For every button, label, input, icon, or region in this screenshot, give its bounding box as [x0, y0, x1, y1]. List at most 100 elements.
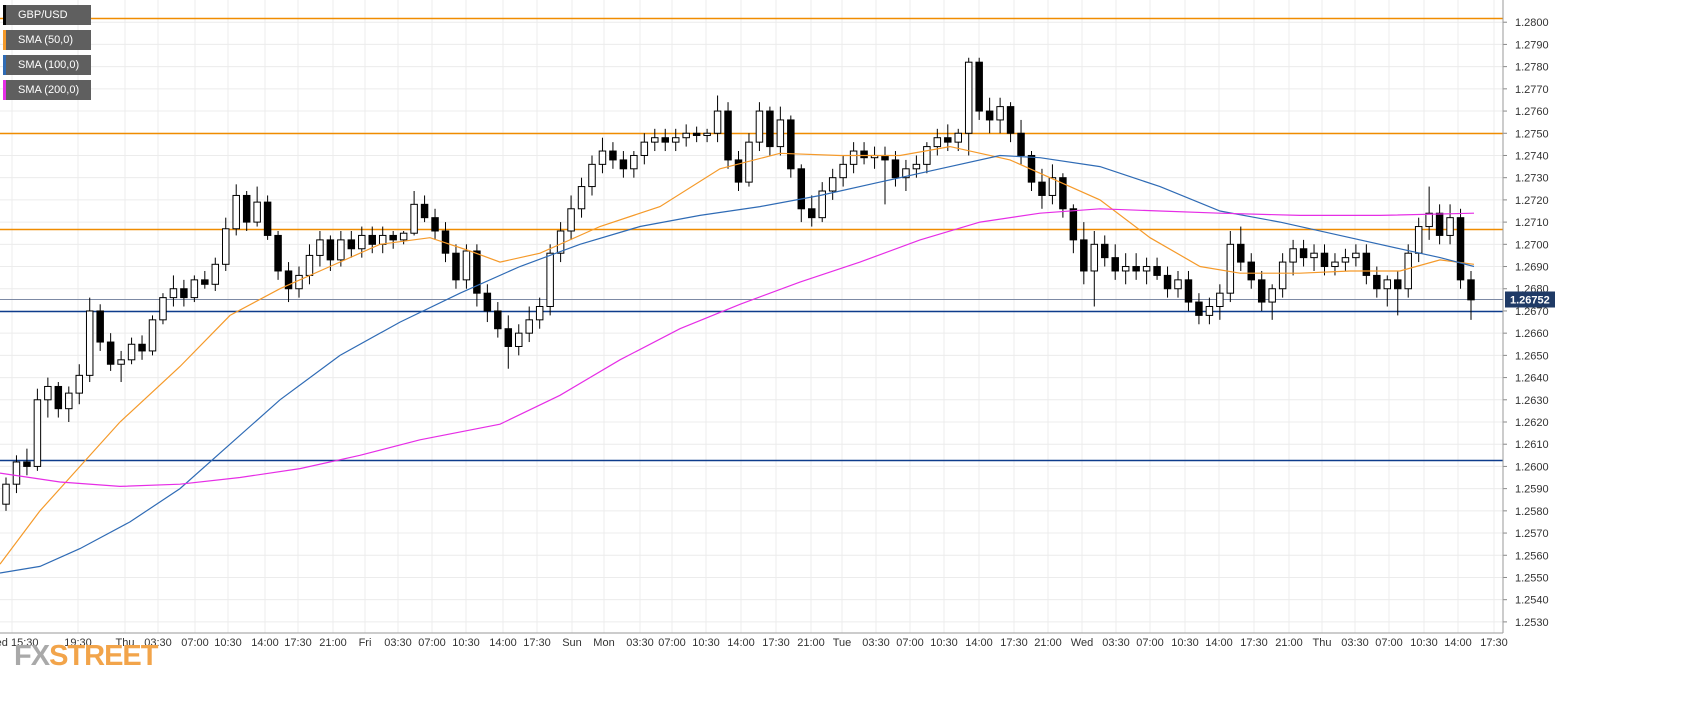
price-tag-box — [1505, 291, 1555, 308]
candle — [65, 386, 73, 422]
candle-body — [44, 385, 52, 401]
candle-body — [399, 232, 408, 241]
candle — [996, 97, 1004, 134]
candle — [201, 270, 209, 289]
candle-body — [263, 201, 272, 236]
candle-body — [106, 341, 115, 365]
candle-body — [1006, 106, 1015, 134]
candle-body — [588, 163, 596, 188]
legend-item-price[interactable]: GBP/USD — [3, 5, 92, 25]
candle-body — [483, 292, 492, 312]
candle — [839, 155, 847, 187]
candle — [734, 151, 743, 192]
candle-body — [2, 483, 10, 505]
x-tick-label: 10:30 — [1171, 637, 1199, 649]
candle-body — [420, 203, 429, 219]
candle-body — [923, 146, 931, 165]
y-tick-label: 1.2700 — [1515, 239, 1549, 251]
candle — [452, 244, 460, 289]
candle — [159, 293, 167, 325]
candle-body — [1038, 181, 1046, 196]
candle — [724, 102, 732, 169]
candles — [2, 57, 1475, 511]
candle — [1425, 186, 1433, 240]
candle-body — [630, 154, 638, 170]
candle-body — [96, 310, 104, 343]
legend: GBP/USD SMA (50,0) SMA (100,0) SMA (200,… — [3, 5, 92, 105]
candle — [222, 217, 230, 271]
candle-body — [1414, 226, 1423, 254]
candle-body — [734, 159, 743, 183]
candle — [1394, 270, 1402, 316]
candle-body — [1132, 266, 1140, 272]
candle — [818, 182, 826, 223]
candle-body — [347, 239, 356, 250]
candle — [1142, 257, 1151, 285]
candle — [619, 151, 628, 178]
candle-body — [713, 110, 722, 134]
candle-body — [410, 203, 418, 234]
candle-body — [1163, 274, 1172, 290]
legend-item-sma100[interactable]: SMA (100,0) — [3, 55, 92, 75]
candle-body — [619, 159, 628, 170]
x-tick-label: 03:30 — [626, 637, 654, 649]
x-tick-label: 10:30 — [452, 637, 480, 649]
candle — [975, 57, 983, 120]
candle-body — [944, 137, 952, 143]
y-tick-label: 1.2650 — [1515, 350, 1549, 362]
x-tick-label: Thu — [116, 637, 135, 649]
candle — [1226, 230, 1235, 303]
candle — [828, 168, 837, 200]
candle-body — [1237, 243, 1245, 263]
candle-body — [776, 119, 785, 148]
candle-body — [462, 250, 471, 281]
candle — [1268, 284, 1276, 320]
candle — [985, 97, 994, 134]
y-tick-label: 1.2550 — [1515, 572, 1549, 584]
y-tick-label: 1.2770 — [1515, 84, 1549, 96]
legend-label: SMA (100,0) — [18, 59, 80, 71]
candle-body — [1111, 257, 1119, 272]
candle — [420, 195, 429, 223]
candle-body — [148, 319, 157, 352]
candle-body — [23, 461, 31, 467]
x-tick-label: 17:30 — [1480, 637, 1508, 649]
candle-body — [284, 270, 293, 290]
legend-item-sma50[interactable]: SMA (50,0) — [3, 30, 92, 50]
x-tick-label: Wed 15:30 — [0, 637, 39, 649]
candle-body — [975, 61, 983, 112]
candle-body — [1352, 252, 1360, 259]
candle — [263, 195, 272, 240]
candle-body — [201, 279, 209, 285]
candle-body — [1320, 252, 1329, 268]
candle-body — [1017, 132, 1025, 156]
candle — [148, 315, 157, 356]
x-tick-label: 07:00 — [181, 637, 209, 649]
candle — [23, 448, 31, 476]
candle — [787, 115, 795, 178]
candle — [1435, 204, 1444, 245]
candle — [1038, 168, 1046, 209]
candle — [776, 106, 785, 156]
candle-body — [1467, 279, 1475, 301]
candle-body — [1101, 243, 1109, 259]
candle-body — [389, 234, 397, 241]
legend-item-sma200[interactable]: SMA (200,0) — [3, 80, 92, 100]
legend-swatch-price — [3, 5, 6, 25]
candle — [12, 455, 21, 494]
candle-body — [1184, 279, 1193, 303]
candle — [504, 315, 513, 369]
y-tick-label: 1.2530 — [1515, 617, 1549, 629]
x-tick-label: 21:00 — [797, 637, 825, 649]
candle — [1247, 253, 1255, 289]
sma-100-line — [0, 154, 1475, 574]
candle — [525, 306, 533, 343]
candle-body — [933, 137, 942, 148]
candle-body — [661, 137, 669, 143]
x-tick-label: Wed — [1071, 637, 1093, 649]
x-tick-label: 17:30 — [284, 637, 312, 649]
candle-body — [1205, 306, 1214, 316]
candle — [609, 142, 617, 169]
y-tick-label: 1.2750 — [1515, 128, 1549, 140]
